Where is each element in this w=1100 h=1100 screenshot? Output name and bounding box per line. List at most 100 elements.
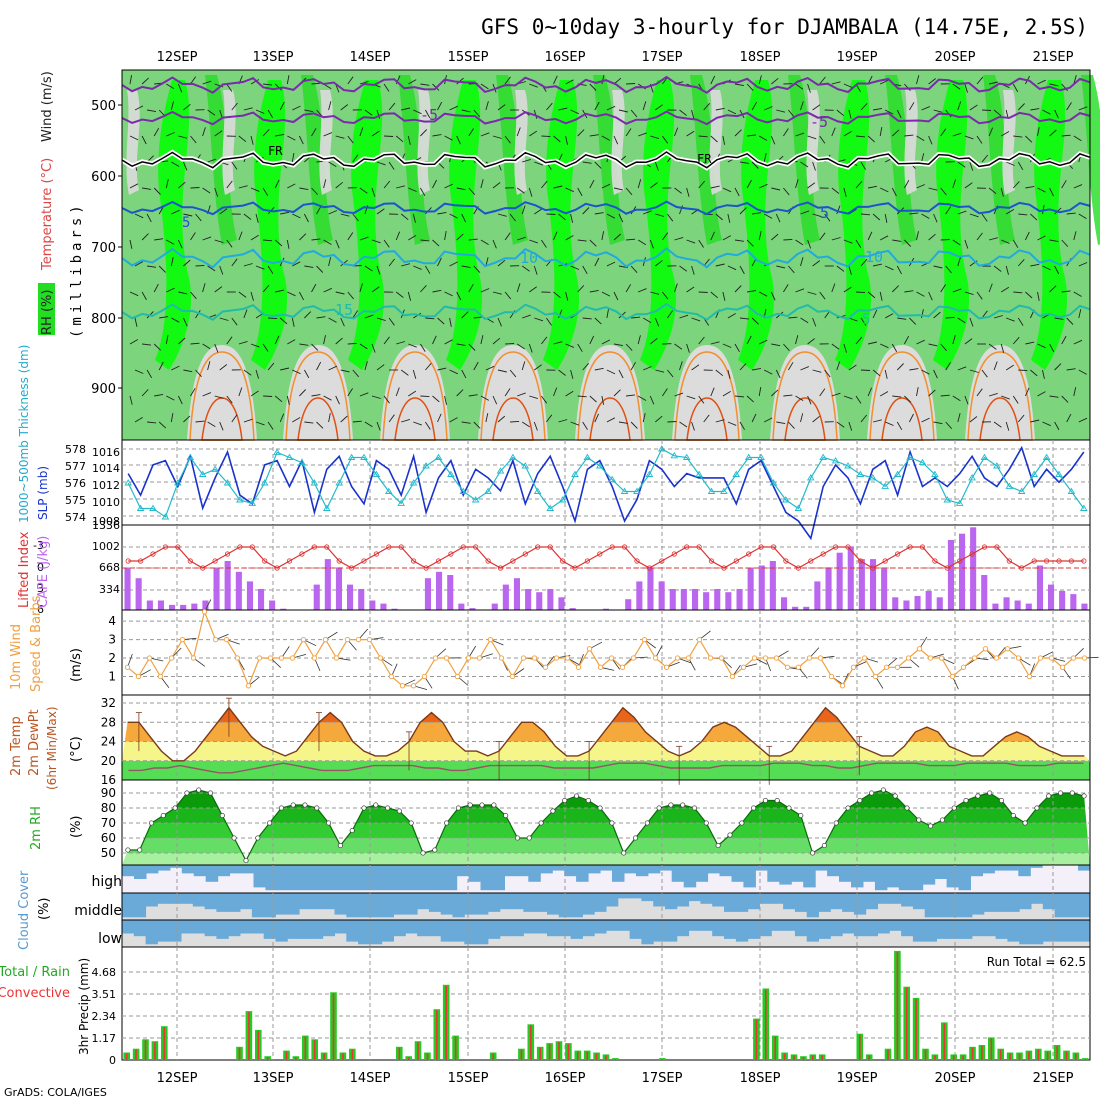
thickness-marker — [310, 479, 319, 486]
wind-speed-marker — [443, 655, 450, 661]
rh-dry-column — [867, 345, 937, 440]
wind-barb — [1013, 135, 1023, 138]
wind-barb — [594, 317, 602, 325]
wind-barb — [1066, 212, 1076, 215]
cloud-bar — [839, 865, 852, 882]
wind-barb — [739, 161, 749, 164]
rh-dry-patch — [417, 90, 431, 195]
wind-barb — [819, 76, 826, 85]
thickness-marker — [980, 453, 989, 460]
rh-label: RH (%) — [40, 290, 55, 335]
wind-barb — [376, 161, 386, 166]
wind-barb — [594, 161, 602, 169]
wind-barb — [812, 161, 816, 171]
cape-bar — [825, 567, 832, 610]
cloud-bar — [743, 865, 756, 888]
wind-barb — [1005, 364, 1014, 371]
wind-barb — [347, 342, 357, 345]
cape-bar — [959, 533, 966, 610]
wind-barb — [594, 367, 604, 371]
lifted-index-marker — [671, 551, 677, 557]
wind-barb — [964, 83, 968, 93]
cloud-bar — [960, 893, 973, 918]
rh-moist-band — [155, 80, 192, 370]
wind-label: Wind (m/s) — [40, 71, 55, 142]
wind-barb — [190, 135, 197, 144]
cloud-bar — [263, 893, 276, 918]
wind-barb — [328, 210, 338, 215]
wind-barb — [928, 389, 936, 397]
precip-conv-bar — [934, 1055, 936, 1060]
wind-barb — [449, 261, 458, 267]
wind-barb — [243, 369, 252, 376]
temp-contour-hot — [784, 397, 826, 441]
wind-barb — [147, 265, 157, 268]
wind-barb — [836, 109, 845, 117]
wind-barb — [993, 315, 1003, 319]
wind-barb — [238, 291, 247, 298]
rh-marker — [160, 812, 166, 819]
lifted-index-marker — [324, 544, 330, 550]
rh-marker — [349, 827, 355, 834]
wind-barb — [928, 343, 938, 347]
cloud-bar — [428, 920, 442, 937]
cloud-bar — [676, 920, 690, 937]
wind-speed-marker — [212, 636, 219, 643]
temp-contour-warm — [967, 351, 1033, 441]
rh-marker — [892, 793, 898, 799]
wind-barb — [134, 261, 144, 267]
wind-barb — [1024, 387, 1030, 397]
wind-barb — [662, 291, 669, 300]
wind-barb — [909, 368, 919, 371]
rh-dry-column — [478, 345, 548, 440]
cloud-bar — [948, 920, 961, 939]
cape-bar — [680, 589, 687, 610]
wind-barb — [945, 362, 951, 371]
temperature-label: Temperature (°C) — [40, 158, 55, 271]
cloud-bar — [842, 893, 855, 912]
wind-barb — [134, 417, 143, 423]
wind-barb — [420, 129, 428, 137]
wind-barb — [988, 283, 993, 293]
wind-barb — [643, 210, 652, 215]
rh-marker — [444, 820, 450, 826]
wind-barb — [867, 231, 873, 241]
temp-contour-warm — [577, 351, 643, 441]
wind-barb — [219, 208, 228, 215]
wind-barb — [275, 133, 285, 137]
rh-marker — [1057, 790, 1064, 796]
thickness-marker — [732, 470, 741, 477]
wind-barb — [553, 231, 558, 241]
wind-barb — [908, 413, 914, 423]
wind-barb — [407, 291, 412, 301]
wind-barb — [891, 129, 900, 137]
wind-speed-marker — [938, 655, 945, 661]
wind-barb — [371, 130, 380, 137]
wind-barb — [384, 135, 394, 137]
wind-barb — [243, 107, 253, 111]
wind-barb — [758, 231, 762, 241]
wind-speed-marker — [564, 655, 571, 661]
wind-speed-marker — [993, 655, 1000, 661]
cape-bar — [747, 567, 754, 610]
thickness-marker — [1042, 453, 1051, 460]
wind-barb — [867, 291, 876, 299]
rh-marker — [420, 850, 426, 856]
wind-barb — [1054, 317, 1064, 320]
wind-barb — [376, 421, 381, 431]
wind-barb — [904, 290, 914, 293]
wind-barb — [807, 239, 812, 249]
wind-barb — [388, 317, 395, 326]
wind-barb — [183, 213, 193, 217]
thickness-marker — [360, 453, 368, 460]
wind-barb — [449, 105, 458, 111]
thickness-marker — [323, 504, 331, 511]
wind-barb — [565, 79, 574, 85]
wind-barb — [166, 239, 175, 245]
wind-speed-marker — [905, 655, 912, 661]
wind-barb — [855, 239, 862, 248]
cloud-bar — [145, 893, 158, 907]
wind-barb — [734, 343, 740, 353]
wind-barb — [940, 394, 950, 397]
cloud-bar — [886, 865, 900, 888]
